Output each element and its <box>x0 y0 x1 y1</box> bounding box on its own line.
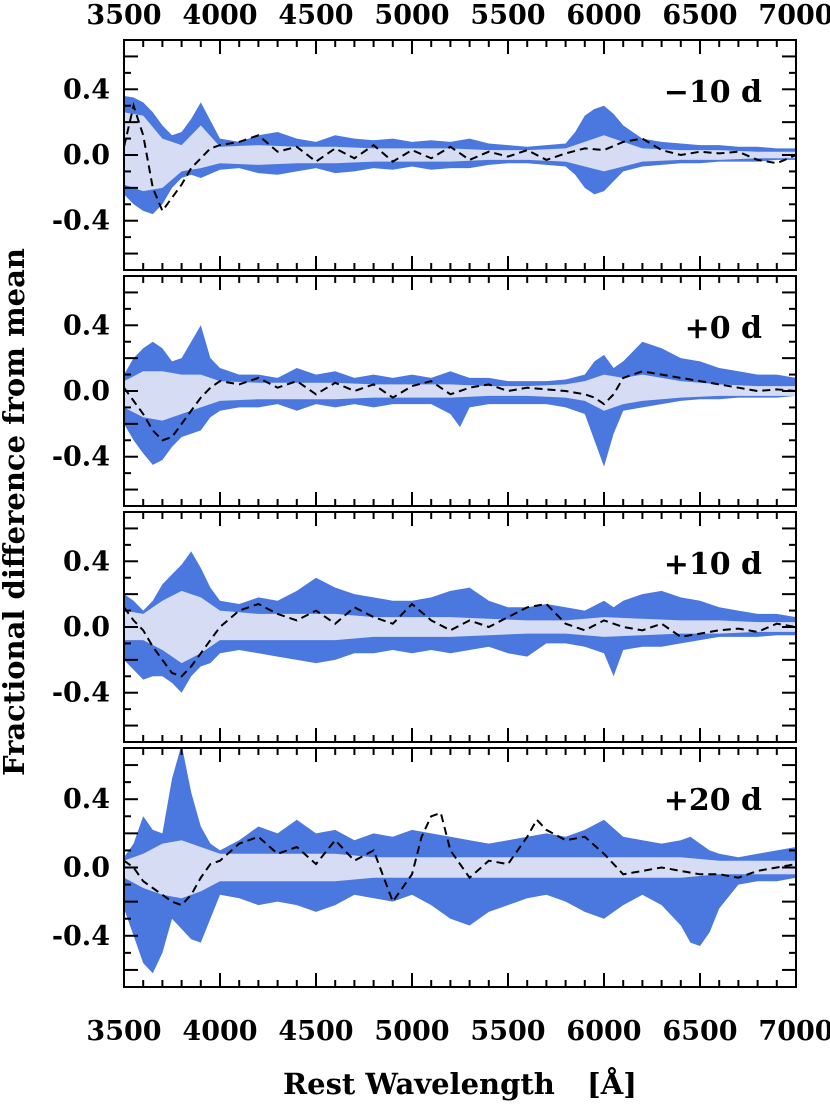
panel-4: 0.4 0.0 -0.4 +20 d <box>52 747 797 988</box>
mean-difference-line <box>124 370 796 442</box>
panel-3: 0.4 0.0 -0.4 +10 d <box>52 511 797 743</box>
panel-2: 0.4 0.0 -0.4 +0 d <box>52 275 797 507</box>
mean-difference-line <box>124 101 796 213</box>
x-tick-label-top: 7000 <box>758 0 830 31</box>
inner-variance-band <box>124 590 796 664</box>
x-tick-label-top: 4500 <box>278 0 353 31</box>
x-axis-label: Rest Wavelength [Å] <box>283 1066 637 1101</box>
y-tick-label: -0.4 <box>52 442 110 473</box>
x-tick-label-bottom: 4000 <box>182 1016 257 1047</box>
x-tick-label-bottom: 3500 <box>86 1016 161 1047</box>
mean-difference-line <box>124 811 796 907</box>
y-tick-label: -0.4 <box>52 921 110 952</box>
x-axis-unit: [Å] <box>587 1066 637 1101</box>
plot-area <box>124 325 796 467</box>
x-tick-label-bottom: 5000 <box>374 1016 449 1047</box>
panel-epoch-label: +0 d <box>685 311 762 346</box>
x-tick-label-bottom: 6000 <box>566 1016 641 1047</box>
y-tick-label: 0.0 <box>63 612 110 643</box>
y-tick-label: 0.4 <box>63 310 110 341</box>
x-tick-label-top: 5500 <box>470 0 545 31</box>
x-tick-label-bottom: 5500 <box>470 1016 545 1047</box>
y-tick-label: 0.4 <box>63 546 110 577</box>
panels: 0.4 0.0 -0.4 −10 d 0.4 0.0 -0.4 +0 d 0.4 0.0 -0.4 +… <box>52 39 797 988</box>
inner-variance-band <box>124 112 796 192</box>
x-tick-label-bottom: 7000 <box>758 1016 830 1047</box>
plot-area <box>124 748 796 974</box>
top-x-tick-labels: 3500 4000 4500 5000 5500 6000 6500 7000 <box>86 0 830 31</box>
panel-epoch-label: −10 d <box>664 75 762 110</box>
x-tick-label-bottom: 6500 <box>662 1016 737 1047</box>
mean-difference-line <box>124 602 796 678</box>
y-axis-label: Fractional difference from mean <box>0 248 31 776</box>
x-tick-label-top: 6500 <box>662 0 737 31</box>
plot-area <box>124 95 796 215</box>
x-tick-label-top: 3500 <box>86 0 161 31</box>
y-tick-label: 0.4 <box>63 74 110 105</box>
bottom-x-tick-labels: 3500 4000 4500 5000 5500 6000 6500 7000 <box>86 1016 830 1047</box>
y-tick-label: 0.4 <box>63 784 110 815</box>
x-tick-label-top: 6000 <box>566 0 641 31</box>
y-tick-label: 0.0 <box>63 140 110 171</box>
y-tick-label: 0.0 <box>63 376 110 407</box>
y-tick-label: 0.0 <box>63 853 110 884</box>
inner-variance-band <box>124 840 796 899</box>
panel-epoch-label: +10 d <box>664 547 762 582</box>
panel-epoch-label: +20 d <box>664 783 762 818</box>
x-tick-label-top: 5000 <box>374 0 449 31</box>
y-tick-label: -0.4 <box>52 206 110 237</box>
x-tick-label-top: 4000 <box>182 0 257 31</box>
plot-area <box>124 551 796 693</box>
panel-1: 0.4 0.0 -0.4 −10 d <box>52 39 797 271</box>
x-tick-label-bottom: 4500 <box>278 1016 353 1047</box>
y-tick-label: -0.4 <box>52 678 110 709</box>
x-axis-label-text: Rest Wavelength <box>283 1067 555 1101</box>
